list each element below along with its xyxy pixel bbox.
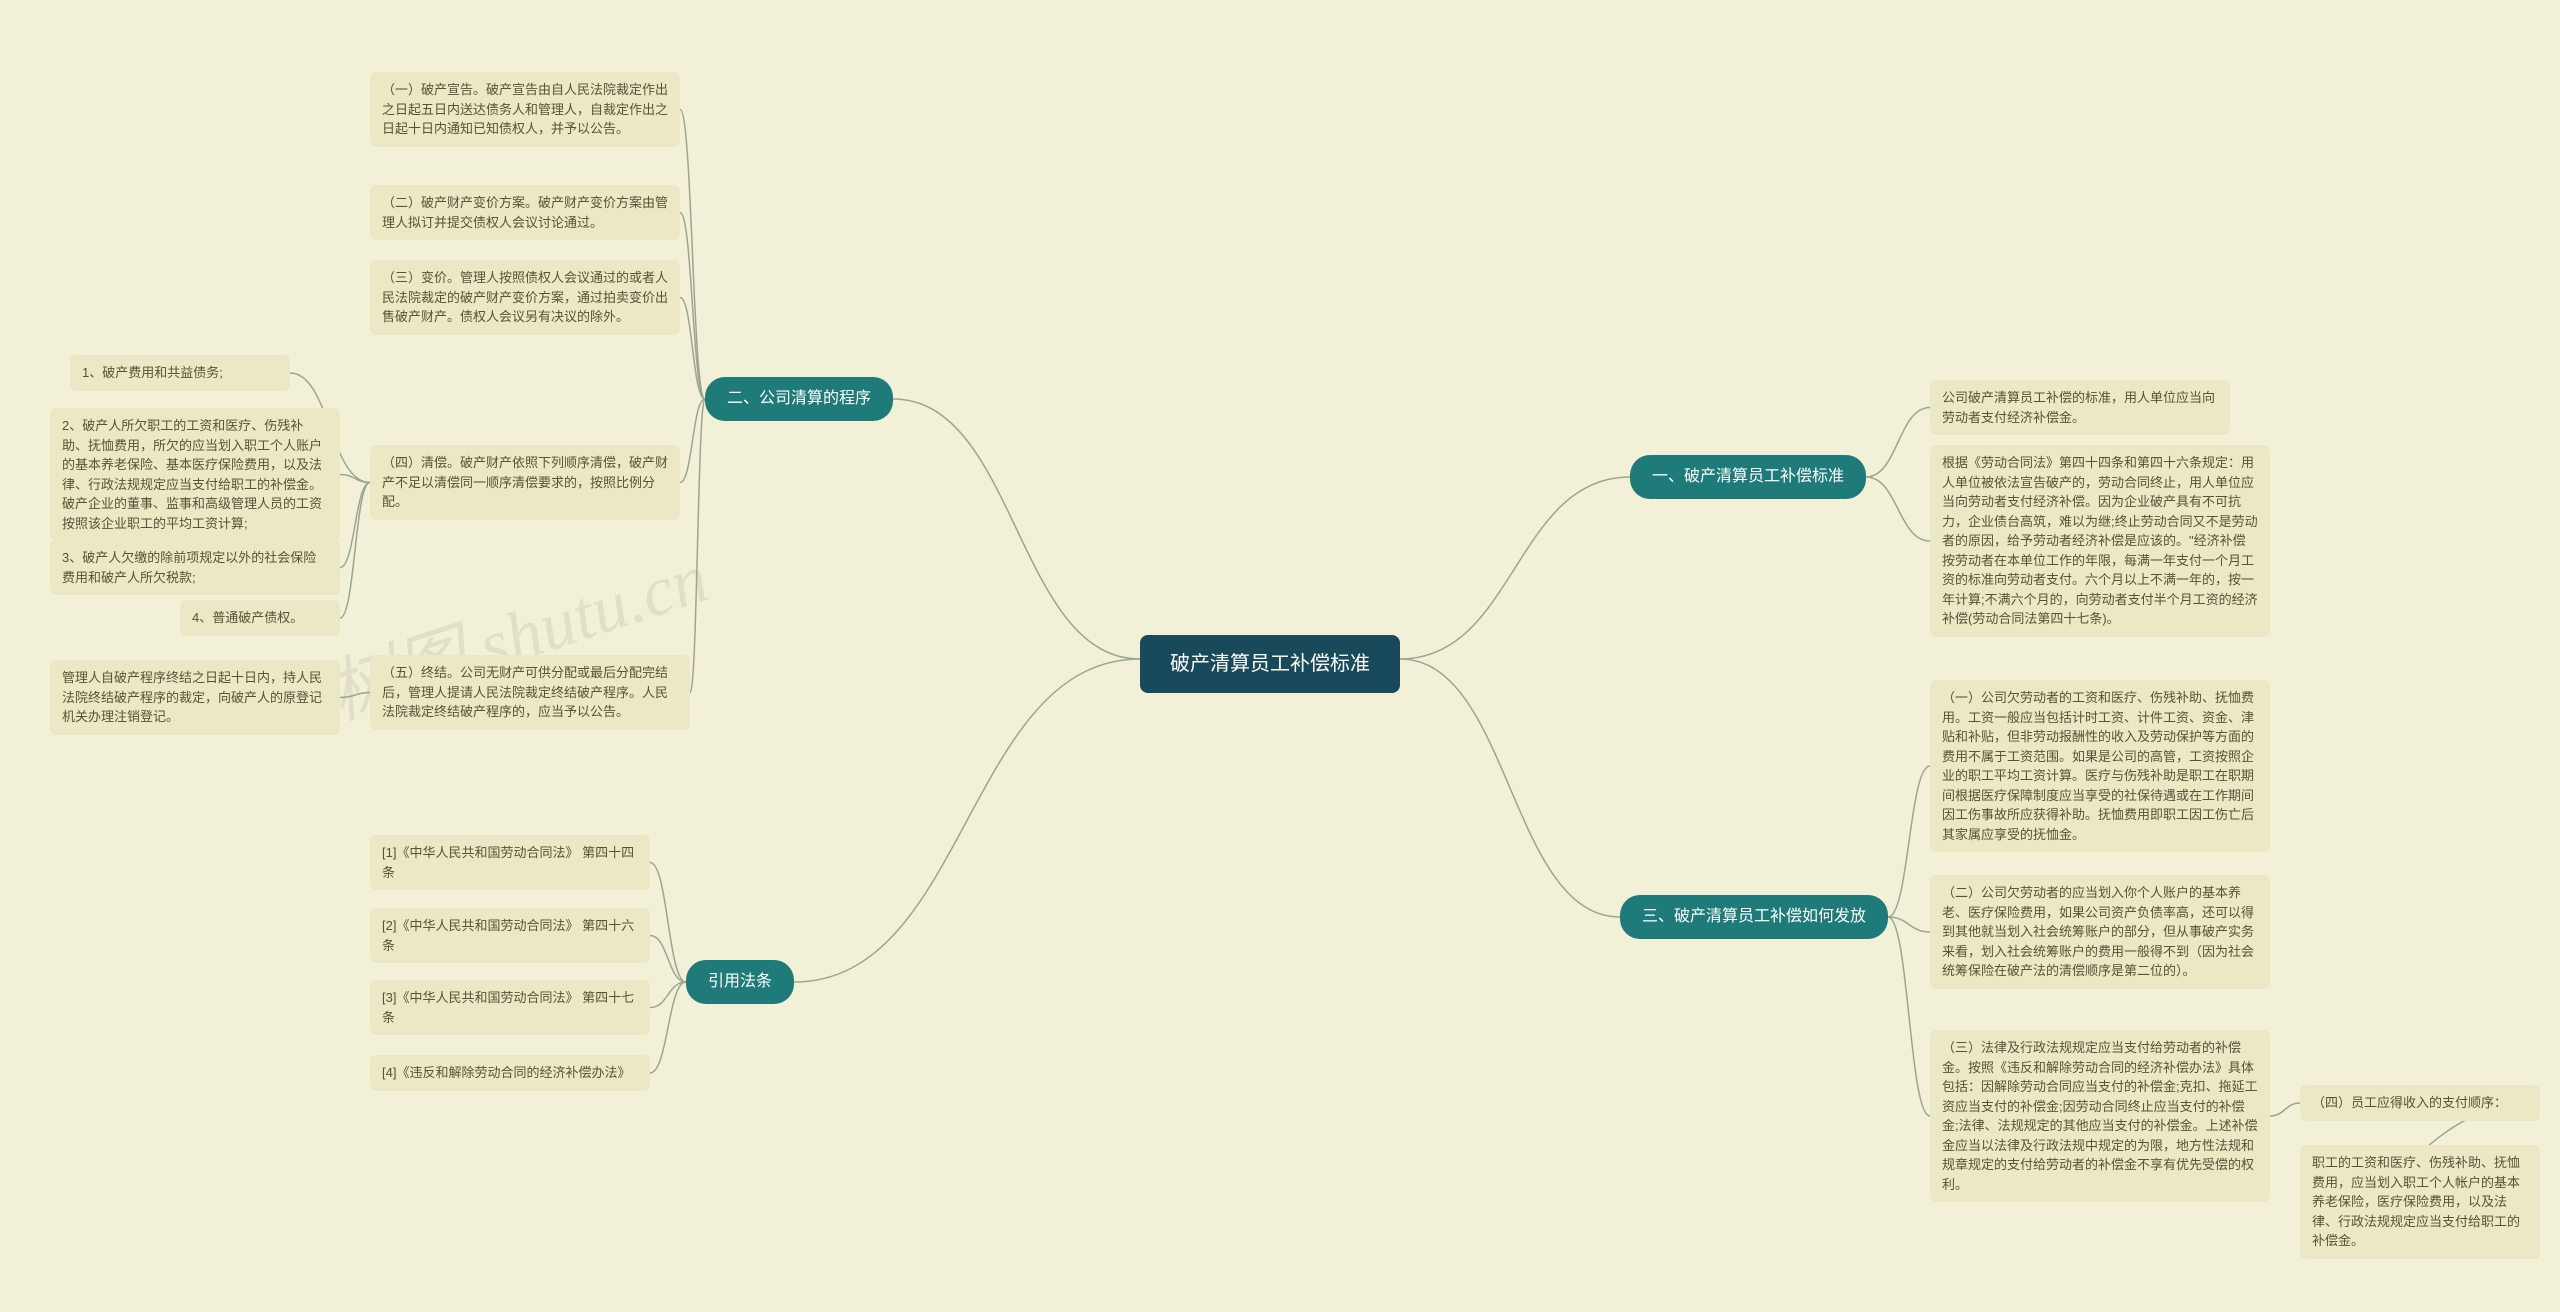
branch-0: 一、破产清算员工补偿标准 bbox=[1630, 455, 1866, 499]
leaf-1-4: （五）终结。公司无财产可供分配或最后分配完结后，管理人提请人民法院裁定终结破产程… bbox=[370, 655, 690, 730]
branch-1: 二、公司清算的程序 bbox=[705, 377, 893, 421]
leaf-3-1: [2]《中华人民共和国劳动合同法》 第四十六条 bbox=[370, 908, 650, 963]
leaf-1-3-2: 3、破产人欠缴的除前项规定以外的社会保险费用和破产人所欠税款; bbox=[50, 540, 340, 595]
leaf-3-3: [4]《违反和解除劳动合同的经济补偿办法》 bbox=[370, 1055, 650, 1091]
leaf-1-3: （四）清偿。破产财产依照下列顺序清偿，破产财产不足以清偿同一顺序清偿要求的，按照… bbox=[370, 445, 680, 520]
leaf-1-2: （三）变价。管理人按照债权人会议通过的或者人民法院裁定的破产财产变价方案，通过拍… bbox=[370, 260, 680, 335]
leaf-1-3-0: 1、破产费用和共益债务; bbox=[70, 355, 290, 391]
leaf-1-3-1: 2、破产人所欠职工的工资和医疗、伤残补助、抚恤费用，所欠的应当划入职工个人账户的… bbox=[50, 408, 340, 541]
leaf-1-3-3: 4、普通破产债权。 bbox=[180, 600, 340, 636]
leaf-1-0: （一）破产宣告。破产宣告由自人民法院裁定作出之日起五日内送达债务人和管理人，自裁… bbox=[370, 72, 680, 147]
leaf-3-2: [3]《中华人民共和国劳动合同法》 第四十七条 bbox=[370, 980, 650, 1035]
leaf-2-2-0-0: 职工的工资和医疗、伤残补助、抚恤费用，应当划入职工个人帐户的基本养老保险，医疗保… bbox=[2300, 1145, 2540, 1259]
leaf-2-1: （二）公司欠劳动者的应当划入你个人账户的基本养老、医疗保险费用，如果公司资产负债… bbox=[1930, 875, 2270, 989]
leaf-0-0: 公司破产清算员工补偿的标准，用人单位应当向劳动者支付经济补偿金。 bbox=[1930, 380, 2230, 435]
leaf-1-1: （二）破产财产变价方案。破产财产变价方案由管理人拟订并提交债权人会议讨论通过。 bbox=[370, 185, 680, 240]
leaf-3-0: [1]《中华人民共和国劳动合同法》 第四十四条 bbox=[370, 835, 650, 890]
leaf-0-1: 根据《劳动合同法》第四十四条和第四十六条规定：用人单位被依法宣告破产的，劳动合同… bbox=[1930, 445, 2270, 637]
leaf-2-2: （三）法律及行政法规规定应当支付给劳动者的补偿金。按照《违反和解除劳动合同的经济… bbox=[1930, 1030, 2270, 1202]
leaf-2-0: （一）公司欠劳动者的工资和医疗、伤残补助、抚恤费用。工资一般应当包括计时工资、计… bbox=[1930, 680, 2270, 852]
leaf-2-2-0: （四）员工应得收入的支付顺序： bbox=[2300, 1085, 2540, 1121]
root-node: 破产清算员工补偿标准 bbox=[1140, 635, 1400, 693]
branch-3: 引用法条 bbox=[686, 960, 794, 1004]
mindmap-canvas: 树图 shutu.cn shutu.cn 破产清算员工补偿标准 一、破产清算员工… bbox=[0, 0, 2560, 1312]
branch-2: 三、破产清算员工补偿如何发放 bbox=[1620, 895, 1888, 939]
leaf-1-4-0: 管理人自破产程序终结之日起十日内，持人民法院终结破产程序的裁定，向破产人的原登记… bbox=[50, 660, 340, 735]
